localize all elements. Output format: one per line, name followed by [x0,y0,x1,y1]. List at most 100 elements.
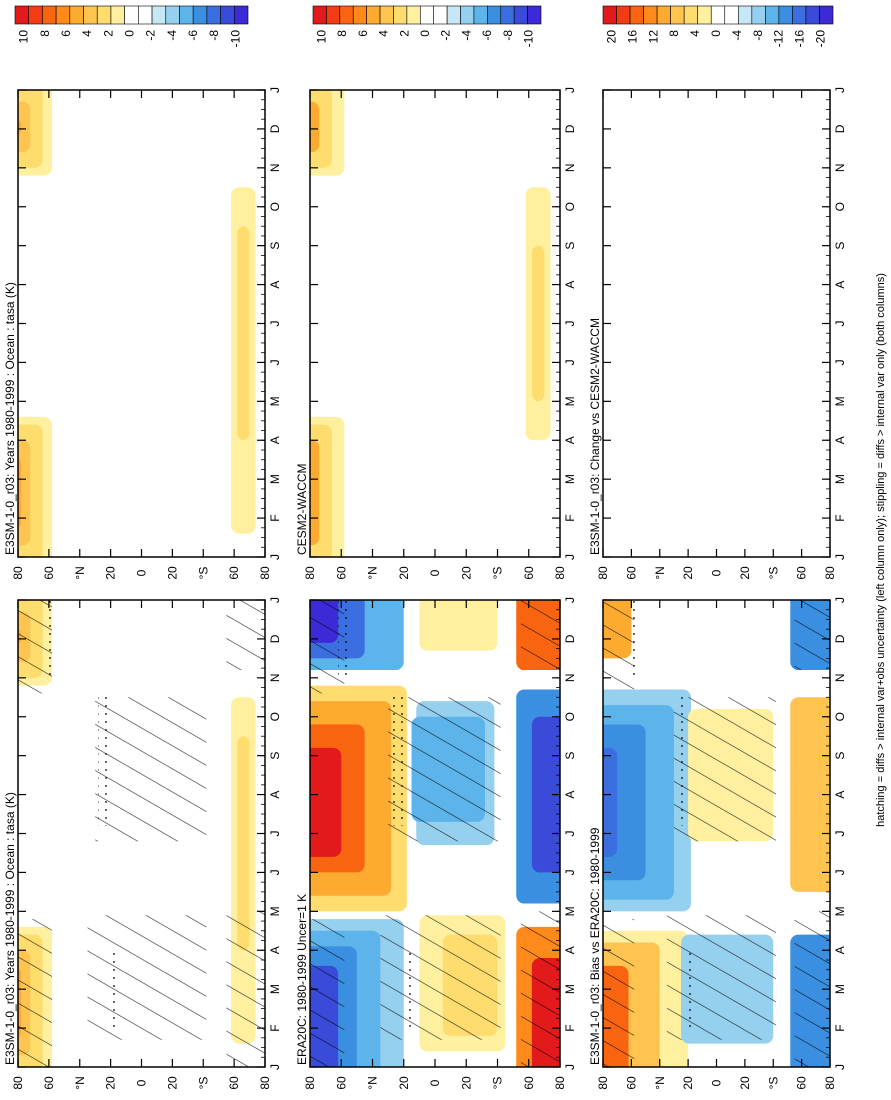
lat-tick-label: 20 [165,566,179,580]
colorbar-cell [751,5,766,25]
lat-tick-label: °S [196,1077,210,1090]
month-tick-label: J [268,869,282,875]
month-tick-label: J [833,869,847,875]
month-tick-label: J [563,321,577,327]
colorbar-tick-label: 20 [604,30,618,44]
colorbar-tick-label: -8 [207,30,221,41]
colorbar-tick-label: -10 [522,30,536,48]
month-tick-label: O [268,712,282,721]
lat-tick-label: 0 [710,569,724,576]
month-tick-label: A [833,436,847,444]
colorbar-cell [138,5,153,25]
colorbar-tick-label: -12 [772,30,786,48]
colorbar-cell [513,5,528,25]
month-tick-label: J [268,597,282,603]
month-tick-label: D [563,124,577,133]
colorbar-cell [500,5,515,25]
colorbar-cell [602,5,617,25]
colorbar: 10 8 6 4 2 0 -2 -4 -6 -8 -10 [312,5,542,48]
lat-tick-label: 60 [522,1076,536,1090]
panel-5: J F M A M J J A S O N D J 80 60 °N 20 0 20 °S 60 80 E3SM-1-0_r… [588,597,847,1090]
month-tick-label: F [268,514,282,521]
colorbar-cell [379,5,394,25]
colorbar-tick-label: 8 [667,30,681,37]
month-tick-label: J [563,831,577,837]
month-tick-label: A [268,791,282,799]
lat-tick-label: 20 [459,1076,473,1090]
month-tick-label: N [563,163,577,172]
lat-tick-label: 20 [738,1076,752,1090]
colorbar-tick-label: 16 [625,30,639,44]
month-tick-label: F [563,1024,577,1031]
field-shade [18,457,22,529]
colorbar-tick-label: -2 [439,30,453,41]
stippling-region [403,950,412,1029]
month-tick-label: J [563,87,577,93]
hatching-region [310,600,345,694]
field-shade [310,747,342,857]
colorbar-cell [670,5,685,25]
colorbar-tick-label: 0 [123,30,137,37]
lat-tick-label: °S [766,567,780,580]
month-tick-label: O [563,712,577,721]
field-shade [237,736,250,951]
month-tick-label: D [563,634,577,643]
lat-tick-label: 80 [596,1076,610,1090]
stippling-region [338,600,350,678]
month-tick-label: J [268,87,282,93]
colorbar-cell [151,5,167,25]
colorbar-tick-label: 4 [80,30,94,37]
lat-tick-label: 60 [227,1076,241,1090]
colorbar-cell [28,5,43,25]
colorbar-cell [14,5,30,25]
month-tick-label: M [833,396,847,406]
colorbar-tick-label: -4 [730,30,744,41]
month-tick-label: D [833,124,847,133]
colorbar-cell [312,5,327,25]
hatching-region [95,697,207,842]
footer-note: hatching = diffs > internal var+obs unce… [875,273,887,827]
colorbar-cell [83,5,98,25]
panel-title: E3SM-1-0_r03: Change vs CESM2-WACCM [588,318,602,555]
month-tick-label: J [833,359,847,365]
colorbar-tick-label: 10 [314,30,328,44]
panel-title: E3SM-1-0_r03: Bias vs ERA20C: 1980-1999 [588,827,602,1065]
colorbar-cell [406,5,421,25]
month-tick-label: J [268,1064,282,1070]
month-tick-label: O [563,202,577,211]
month-tick-label: N [833,673,847,682]
lat-tick-label: 0 [135,569,149,576]
stippling-region [676,693,689,826]
lat-tick-label: 80 [823,1076,837,1090]
lat-tick-label: 0 [428,1079,442,1086]
hatching-region [380,915,501,1040]
lat-tick-label: °N [366,566,380,579]
month-tick-label: F [268,1024,282,1031]
colorbar-cell [326,5,341,25]
month-tick-label: J [833,831,847,837]
month-tick-label: F [563,514,577,521]
colorbar-cell [393,5,408,25]
lat-tick-label: 60 [334,566,348,580]
colorbar-cell [656,5,671,25]
lat-tick-label: °N [73,1076,87,1089]
lat-tick-label: °S [491,567,505,580]
month-tick-label: S [563,752,577,760]
colorbar-tick-label: 6 [59,30,73,37]
lat-tick-label: 60 [624,566,638,580]
month-tick-label: S [268,752,282,760]
month-tick-label: N [268,163,282,172]
month-tick-label: A [563,436,577,444]
colorbar-cell [124,5,139,25]
lat-tick-label: °N [366,1076,380,1089]
panel-field [18,600,265,1067]
month-tick-label: M [268,984,282,994]
hatching-region [226,600,265,671]
lat-tick-label: 80 [553,566,567,580]
month-tick-label: M [563,396,577,406]
month-tick-label: M [563,474,577,484]
stippling-region [110,950,119,1029]
